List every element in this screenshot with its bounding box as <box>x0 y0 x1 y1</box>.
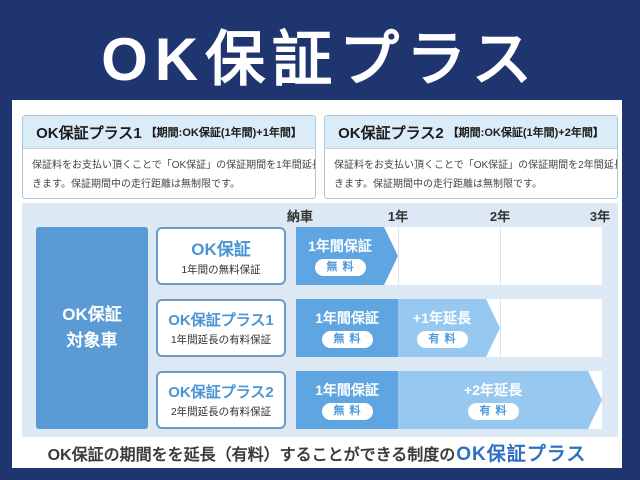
gridline-year2 <box>500 299 501 357</box>
page-title: OK保証プラス <box>101 25 539 93</box>
plan-card-subtitle: 1年間の無料保証 <box>181 264 261 276</box>
target-vehicle-line2: 対象車 <box>66 331 118 350</box>
warranty-segment-extension: +2年延長 有料 <box>398 371 602 429</box>
gridline-year1 <box>398 227 399 285</box>
caption-text: OK保証の期間をを延長（有料）することができる制度の <box>47 447 456 464</box>
plan-description: 保証料をお支払い頂くことで「OK保証」の保証期間を2年間延長で きます。保証期間… <box>325 149 617 194</box>
warranty-timeline-panel: 納車 1年 2年 3年 OK保証 対象車 OK保証 1年間の無料保証 1年間保証… <box>22 203 618 437</box>
plan-description-line: きます。保証期間中の走行距離は無制限です。 <box>32 179 240 190</box>
segment-badge: 有料 <box>417 331 468 348</box>
segment-label: +1年延長 <box>413 310 471 326</box>
segment-label: +2年延長 <box>464 382 522 398</box>
plan-name: OK保証プラス1 <box>36 124 142 142</box>
warranty-segment-free: 1年間保証 無料 <box>296 299 398 357</box>
timeline-track: 1年間保証 無料 +1年延長 有料 <box>296 299 602 357</box>
plan-card-plus2: OK保証プラス2 2年間延長の有料保証 <box>156 371 286 429</box>
plan-period: 【期間:OK保証(1年間)+1年間】 <box>145 127 302 139</box>
gridline-year2 <box>500 227 501 285</box>
plan-description-line: 保証料をお支払い頂くことで「OK保証」の保証期間を2年間延長で <box>334 160 618 171</box>
plan-box-plus1-header: OK保証プラス1 【期間:OK保証(1年間)+1年間】 <box>23 116 315 149</box>
warranty-segment-free: 1年間保証 無料 <box>296 371 398 429</box>
plan-card-plus1: OK保証プラス1 1年間延長の有料保証 <box>156 299 286 357</box>
segment-badge: 無料 <box>315 259 366 276</box>
warranty-segment-free: 1年間保証 無料 <box>296 227 398 285</box>
plan-card-title: OK保証プラス1 <box>168 312 274 329</box>
plan-card-subtitle: 1年間延長の有料保証 <box>170 334 272 346</box>
warranty-segment-extension: +1年延長 有料 <box>398 299 500 357</box>
plan-card-subtitle: 2年間延長の有料保証 <box>170 406 272 418</box>
plan-description-line: 保証料をお支払い頂くことで「OK保証」の保証期間を1年間延長で <box>32 160 316 171</box>
plan-description: 保証料をお支払い頂くことで「OK保証」の保証期間を1年間延長で きます。保証期間… <box>23 149 315 194</box>
plan-box-plus2: OK保証プラス2 【期間:OK保証(1年間)+2年間】 保証料をお支払い頂くこと… <box>324 115 618 199</box>
plan-card-title: OK保証プラス2 <box>168 384 274 401</box>
plan-description-line: きます。保証期間中の走行距離は無制限です。 <box>334 179 542 190</box>
segment-label: 1年間保証 <box>315 310 379 326</box>
segment-badge: 有料 <box>468 403 519 420</box>
axis-label-year3: 3年 <box>589 209 611 224</box>
plan-name: OK保証プラス2 <box>338 124 444 142</box>
target-vehicle-box: OK保証 対象車 <box>36 227 148 429</box>
segment-label: 1年間保証 <box>308 238 372 254</box>
segment-label: 1年間保証 <box>315 382 379 398</box>
caption-accent-text: OK保証プラス <box>456 444 587 465</box>
plan-box-plus1: OK保証プラス1 【期間:OK保証(1年間)+1年間】 保証料をお支払い頂くこと… <box>22 115 316 199</box>
bottom-caption: OK保証の期間をを延長（有料）することができる制度の OK保証プラス <box>12 439 622 467</box>
axis-label-delivery: 納車 <box>286 209 314 224</box>
segment-badge: 無料 <box>321 331 373 348</box>
timeline-track: 1年間保証 無料 +2年延長 有料 <box>296 371 602 429</box>
plan-box-plus2-header: OK保証プラス2 【期間:OK保証(1年間)+2年間】 <box>325 116 617 149</box>
plan-card-ok-hosho: OK保証 1年間の無料保証 <box>156 227 286 285</box>
axis-label-year1: 1年 <box>387 209 409 224</box>
plan-period: 【期間:OK保証(1年間)+2年間】 <box>447 127 604 139</box>
target-vehicle-line1: OK保証 <box>62 304 122 324</box>
plan-card-title: OK保証 <box>191 240 251 259</box>
axis-label-year2: 2年 <box>489 209 511 224</box>
content-sheet: OK保証プラス1 【期間:OK保証(1年間)+1年間】 保証料をお支払い頂くこと… <box>12 100 622 468</box>
segment-badge: 無料 <box>321 403 373 420</box>
timeline-track: 1年間保証 無料 <box>296 227 602 285</box>
